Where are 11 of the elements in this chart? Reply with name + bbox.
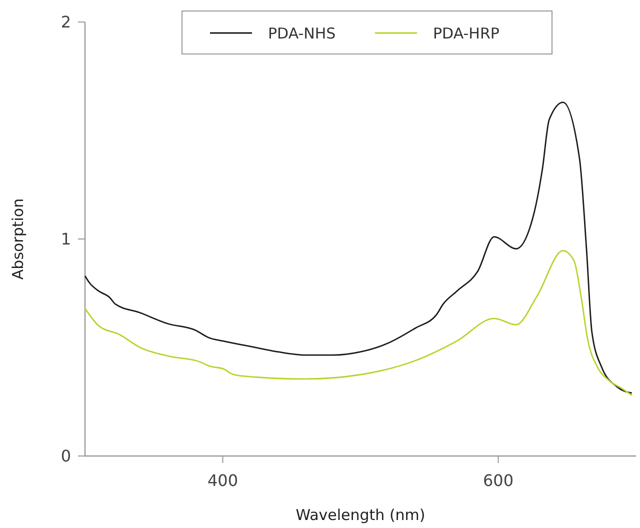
y-tick-label: 0 xyxy=(60,446,71,466)
x-tick-label: 600 xyxy=(482,471,514,490)
x-axis-title: Wavelength (nm) xyxy=(296,506,426,524)
x-tick-label: 400 xyxy=(207,471,238,490)
legend-label: PDA-NHS xyxy=(268,24,336,42)
y-tick-label: 2 xyxy=(60,12,71,32)
legend-label: PDA-HRP xyxy=(433,24,500,42)
line-series xyxy=(84,250,633,396)
line-series xyxy=(84,102,633,394)
y-tick-label: 1 xyxy=(60,230,71,249)
y-axis-title: Absorption xyxy=(9,198,27,280)
